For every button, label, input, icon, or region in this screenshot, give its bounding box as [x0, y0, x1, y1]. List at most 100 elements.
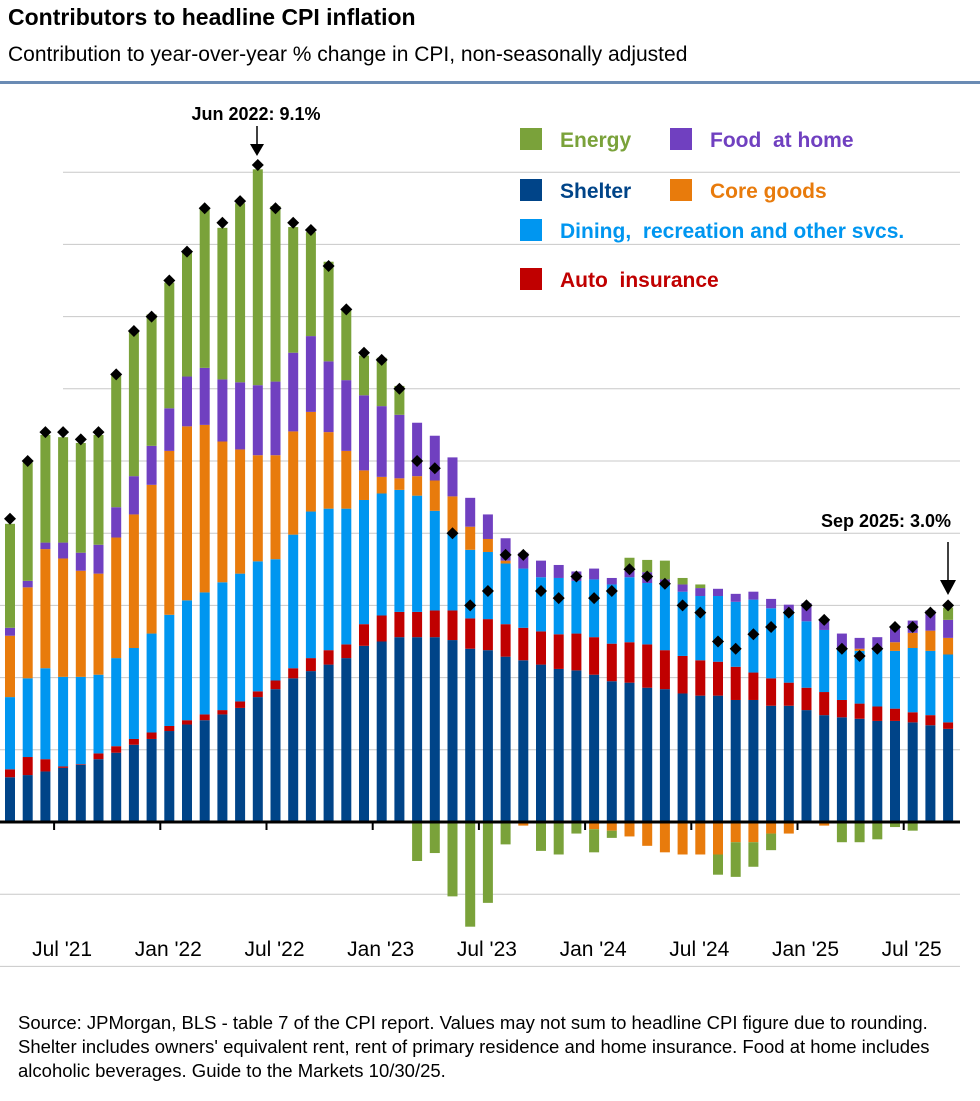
bar-segment-shelter — [412, 637, 423, 822]
bar-segment-shelter — [376, 641, 387, 822]
bar-segment-dining-recreation-and-other-svcs- — [111, 658, 122, 747]
headline-cpi-marker — [712, 635, 724, 648]
bar-segment-core-goods — [606, 822, 617, 831]
headline-cpi-marker — [535, 584, 547, 597]
bar-segment-core-goods — [359, 470, 369, 500]
bar-segment-auto-insurance — [199, 714, 210, 721]
x-tick-label: Jul '22 — [244, 938, 304, 961]
bar-segment-auto-insurance — [323, 650, 334, 665]
bar-segment-dining-recreation-and-other-svcs- — [146, 633, 157, 733]
bar-segment-food-at-home — [323, 361, 334, 433]
bar-segment-auto-insurance — [536, 631, 546, 665]
bar-segment-core-goods — [58, 558, 69, 677]
bar-segment-shelter — [766, 705, 777, 822]
bar-segment-food-at-home — [359, 395, 369, 471]
arrow-down-icon — [940, 580, 956, 595]
annotations: Jun 2022: 9.1% Sep 2025: 3.0% — [191, 104, 956, 595]
bar-segment-food-at-home — [836, 633, 847, 648]
bar-segment-dining-recreation-and-other-svcs- — [907, 647, 918, 713]
x-tick-label: Jan '22 — [135, 938, 202, 961]
bar-segment-core-goods — [624, 822, 635, 837]
bar-segment-shelter — [730, 699, 741, 822]
headline-cpi-marker — [641, 570, 654, 583]
bar-segment-shelter — [801, 710, 812, 822]
bar-segment-shelter — [854, 718, 865, 822]
headline-cpi-marker — [623, 563, 636, 576]
bar-segment-energy — [482, 822, 493, 903]
bar-segment-shelter — [40, 771, 51, 822]
bar-segment-core-goods — [270, 455, 281, 560]
bar-segment-shelter — [571, 670, 582, 822]
bar-segment-auto-insurance — [146, 732, 157, 739]
bar-segment-energy — [730, 842, 741, 877]
bar-segment-dining-recreation-and-other-svcs- — [323, 508, 334, 651]
bar-segment-food-at-home — [5, 627, 15, 636]
bar-segment-auto-insurance — [766, 678, 777, 706]
bar-segment-energy — [341, 309, 352, 381]
bar-segment-energy — [394, 385, 405, 415]
bar-segment-shelter — [624, 682, 635, 822]
x-tick-label: Jul '25 — [882, 938, 942, 961]
bar-segment-auto-insurance — [713, 661, 723, 696]
bar-segment-food-at-home — [305, 336, 316, 412]
headline-cpi-marker — [605, 584, 618, 597]
bar-segment-core-goods — [164, 450, 175, 615]
bar-segment-core-goods — [252, 455, 263, 562]
bar-segment-dining-recreation-and-other-svcs- — [305, 511, 316, 659]
bar-segment-auto-insurance — [659, 650, 670, 690]
legend-swatch — [670, 179, 692, 201]
headline-cpi-marker — [747, 628, 760, 641]
bar-segment-auto-insurance — [40, 759, 51, 772]
bar-segment-dining-recreation-and-other-svcs- — [394, 489, 405, 612]
bar-segment-auto-insurance — [695, 660, 706, 696]
bar-segment-energy — [553, 822, 564, 855]
bar-segment-auto-insurance — [589, 637, 600, 675]
bar-segment-auto-insurance — [500, 624, 511, 657]
bar-segment-dining-recreation-and-other-svcs- — [589, 579, 600, 638]
bar-segment-core-goods — [907, 632, 918, 648]
bar-segment-shelter — [553, 668, 564, 822]
headline-cpi-marker — [588, 592, 601, 605]
bar-segment-food-at-home — [890, 627, 900, 643]
bar-segment-auto-insurance — [571, 633, 582, 671]
bar-segment-shelter — [783, 705, 794, 822]
bar-segment-dining-recreation-and-other-svcs- — [801, 621, 812, 688]
legend-label: Food at home — [710, 129, 854, 152]
bar-segment-energy — [199, 207, 210, 368]
bar-segment-food-at-home — [217, 379, 228, 442]
bar-segment-energy — [854, 822, 865, 843]
bar-segment-auto-insurance — [5, 769, 15, 778]
bar-segment-dining-recreation-and-other-svcs- — [872, 650, 883, 707]
bar-segment-energy — [695, 584, 706, 589]
bar-segment-food-at-home — [429, 435, 440, 481]
bar-segment-core-goods — [235, 449, 246, 574]
bar-segment-auto-insurance — [182, 720, 192, 725]
headline-cpi-marker — [658, 577, 671, 590]
bar-segment-food-at-home — [128, 476, 139, 515]
headline-cpi-marker — [322, 260, 335, 273]
headline-cpi-marker — [464, 599, 477, 612]
bar-segment-core-goods — [677, 822, 688, 855]
legend-label: Shelter — [560, 180, 631, 203]
bar-segment-energy — [75, 442, 86, 553]
source-note: Source: JPMorgan, BLS - table 7 of the C… — [18, 1012, 930, 1081]
bar-segment-core-goods — [589, 822, 600, 830]
bar-segment-food-at-home — [748, 591, 759, 600]
bar-segment-shelter — [836, 717, 847, 822]
bar-segment-dining-recreation-and-other-svcs- — [730, 601, 741, 667]
bar-segment-core-goods — [748, 822, 759, 843]
bar-segment-energy — [40, 435, 51, 543]
bar-segment-food-at-home — [465, 497, 476, 527]
legend-swatch — [520, 179, 542, 201]
bar-segment-energy — [270, 206, 281, 382]
bar-segment-food-at-home — [270, 381, 281, 456]
bar-segment-core-goods — [412, 476, 423, 496]
bar-segment-energy — [589, 829, 600, 853]
bar-segment-energy — [872, 822, 883, 840]
bar-segment-dining-recreation-and-other-svcs- — [359, 499, 369, 625]
headline-cpi-marker — [110, 368, 123, 381]
bar-segment-shelter — [323, 664, 334, 822]
bar-segment-shelter — [606, 681, 617, 822]
bar-segment-auto-insurance — [164, 725, 175, 732]
bar-segment-shelter — [677, 693, 688, 822]
